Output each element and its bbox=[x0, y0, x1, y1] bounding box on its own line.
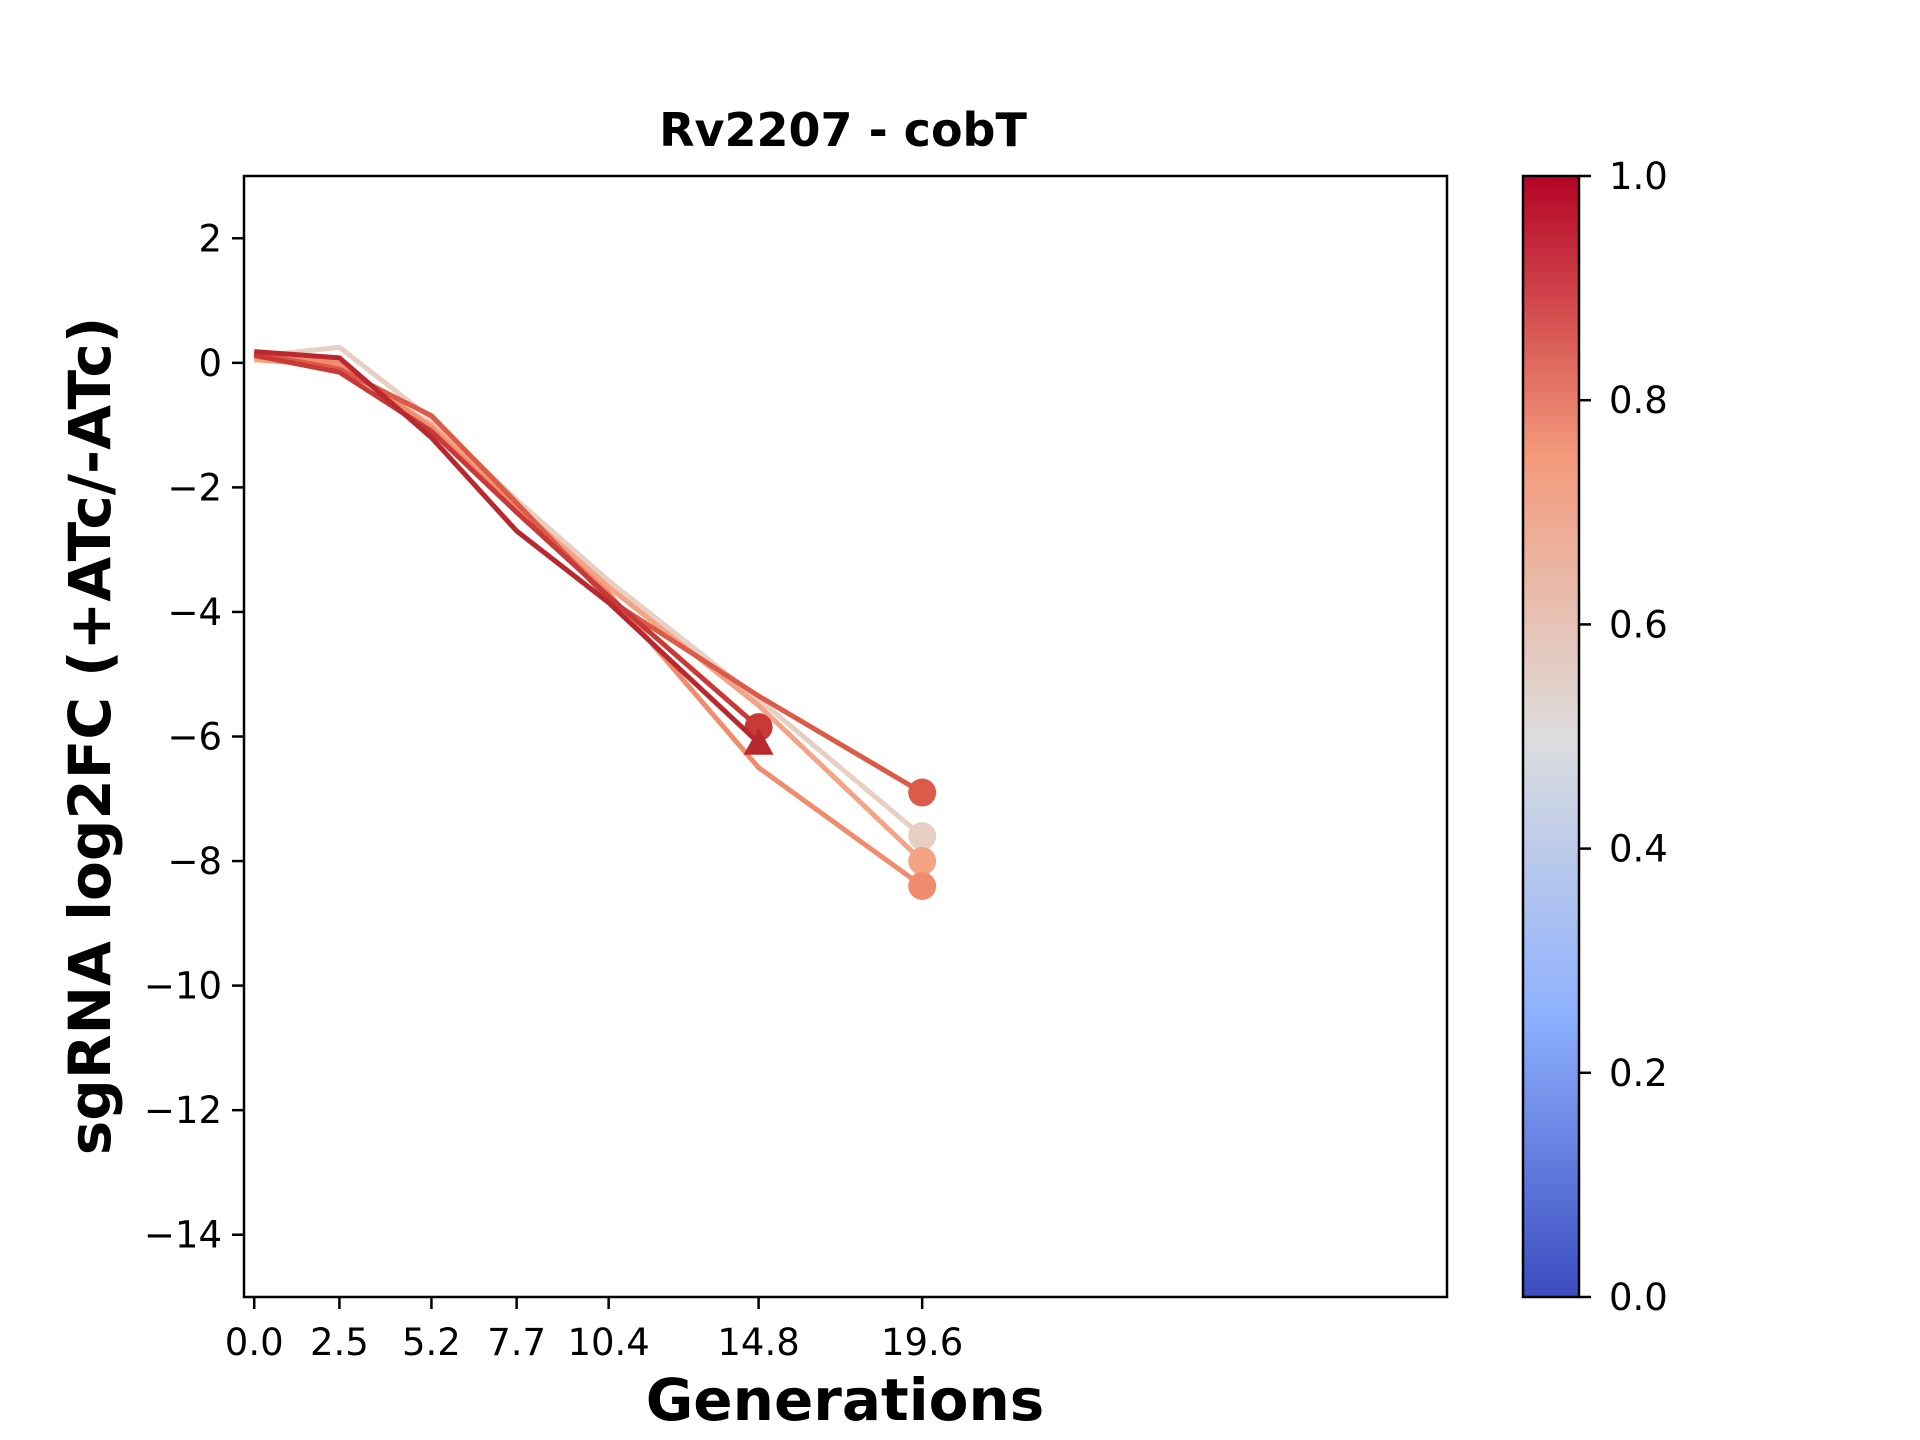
y-tick-label: −12 bbox=[144, 1089, 222, 1132]
colorbar: 0.0 0.2 0.4 0.6 0.8 1.0 bbox=[1521, 155, 1668, 1319]
plot-frame bbox=[242, 174, 1449, 1299]
x-axis: 0.0 2.5 5.2 7.7 10.4 14.8 19.6 bbox=[225, 1297, 963, 1364]
series-line bbox=[254, 357, 924, 863]
y-tick-label: 2 bbox=[198, 217, 222, 260]
x-tick-label: 0.0 bbox=[225, 1321, 284, 1364]
series-end-marker bbox=[908, 822, 937, 851]
colorbar-tick-label: 0.0 bbox=[1609, 1276, 1668, 1319]
x-axis-label: Generations bbox=[646, 1366, 1045, 1434]
y-tick-label: −4 bbox=[167, 591, 222, 634]
y-tick-label: −2 bbox=[167, 466, 222, 509]
series-layer bbox=[253, 344, 937, 900]
series-end-marker bbox=[908, 847, 937, 876]
chart-title: Rv2207 - cobT bbox=[659, 103, 1027, 157]
y-tick-label: −10 bbox=[144, 965, 222, 1008]
x-tick-label: 19.6 bbox=[881, 1321, 963, 1364]
series-line bbox=[253, 351, 924, 795]
y-axis-label: sgRNA log2FC (+ATc/-ATc) bbox=[56, 317, 124, 1155]
series-end-marker bbox=[908, 871, 937, 900]
series-end-marker bbox=[743, 727, 774, 755]
x-tick-label: 7.7 bbox=[487, 1321, 546, 1364]
y-tick-label: −8 bbox=[167, 840, 222, 883]
x-tick-label: 14.8 bbox=[717, 1321, 799, 1364]
y-tick-label: −14 bbox=[144, 1214, 222, 1257]
series-line bbox=[254, 354, 924, 888]
x-tick-label: 5.2 bbox=[402, 1321, 461, 1364]
colorbar-ticks: 0.0 0.2 0.4 0.6 0.8 1.0 bbox=[1579, 155, 1668, 1319]
colorbar-tick-label: 0.2 bbox=[1609, 1052, 1668, 1095]
colorbar-tick-label: 0.8 bbox=[1609, 379, 1668, 422]
y-axis: 2 0 −2 −4 −6 −8 −10 −12 −14 bbox=[144, 217, 244, 1257]
series-end-marker bbox=[908, 778, 937, 807]
x-tick-label: 10.4 bbox=[567, 1321, 649, 1364]
y-tick-label: 0 bbox=[198, 342, 222, 385]
y-tick-label: −6 bbox=[167, 716, 222, 759]
colorbar-tick-label: 0.4 bbox=[1609, 828, 1668, 871]
colorbar-tick-label: 0.6 bbox=[1609, 603, 1668, 646]
series-line bbox=[254, 349, 761, 745]
x-tick-label: 2.5 bbox=[310, 1321, 369, 1364]
series-line bbox=[253, 352, 761, 730]
colorbar-gradient bbox=[1521, 174, 1581, 1299]
colorbar-tick-label: 1.0 bbox=[1609, 155, 1668, 198]
